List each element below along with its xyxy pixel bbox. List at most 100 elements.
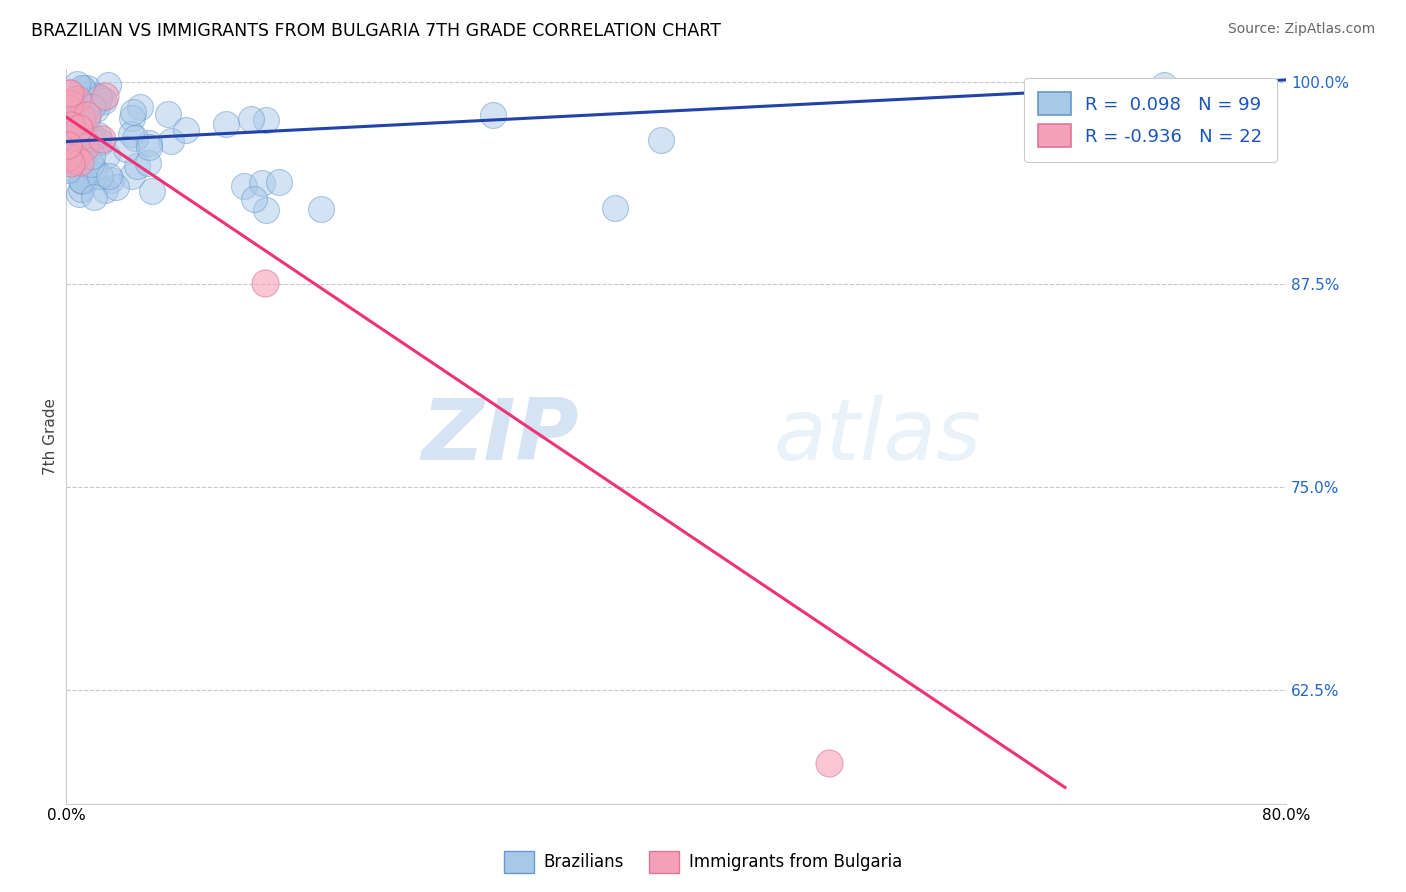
Text: Source: ZipAtlas.com: Source: ZipAtlas.com [1227, 22, 1375, 37]
Point [122, 105, 145, 120]
Point [86, 88, 108, 103]
Point [59, 96, 82, 111]
Point [72, 137, 94, 152]
Point [482, 108, 505, 122]
Point [89, 91, 111, 105]
Point [70, 173, 93, 187]
Point [83, 190, 105, 204]
Point [66, 95, 89, 110]
Point [75, 173, 97, 187]
Point [62, 134, 84, 148]
Point [60, 119, 83, 133]
Point [72, 80, 94, 95]
Point [138, 140, 160, 154]
Point [59, 97, 82, 112]
Point [100, 172, 122, 186]
Point [76, 108, 98, 122]
Point [105, 180, 128, 194]
Point [650, 133, 672, 147]
Point [72, 105, 94, 120]
Point [253, 276, 276, 290]
Point [65, 78, 87, 92]
Point [80, 100, 103, 114]
Legend: R =  0.098   N = 99, R = -0.936   N = 22: R = 0.098 N = 99, R = -0.936 N = 22 [1024, 78, 1277, 161]
Point [233, 178, 256, 193]
Point [73, 156, 96, 170]
Point [59, 86, 82, 100]
Point [86, 133, 108, 147]
Point [87, 128, 110, 142]
Point [58, 87, 80, 101]
Point [93, 184, 115, 198]
Point [76, 81, 98, 95]
Point [174, 123, 197, 137]
Point [215, 117, 238, 131]
Point [67, 95, 90, 109]
Point [77, 87, 100, 102]
Point [67, 120, 90, 135]
Point [97, 78, 120, 93]
Point [121, 169, 143, 184]
Point [120, 127, 142, 141]
Point [114, 142, 136, 156]
Point [62, 141, 84, 155]
Point [138, 136, 160, 150]
Point [250, 176, 273, 190]
Point [240, 112, 263, 127]
Point [73, 171, 96, 186]
Point [72, 140, 94, 154]
Point [56, 150, 79, 164]
Point [62, 153, 84, 168]
Point [76, 93, 98, 107]
Point [58, 123, 80, 137]
Point [243, 192, 266, 206]
Point [58, 151, 80, 165]
Point [72, 129, 94, 144]
Point [96, 147, 118, 161]
Point [156, 106, 179, 120]
Point [80, 128, 103, 143]
Point [605, 201, 627, 215]
Point [63, 136, 86, 150]
Point [254, 203, 277, 218]
Y-axis label: 7th Grade: 7th Grade [44, 398, 58, 475]
Point [79, 139, 101, 153]
Text: BRAZILIAN VS IMMIGRANTS FROM BULGARIA 7TH GRADE CORRELATION CHART: BRAZILIAN VS IMMIGRANTS FROM BULGARIA 7T… [31, 22, 721, 40]
Legend: Brazilians, Immigrants from Bulgaria: Brazilians, Immigrants from Bulgaria [496, 845, 910, 880]
Point [72, 110, 94, 124]
Point [91, 132, 114, 146]
Point [58, 161, 80, 176]
Point [160, 135, 183, 149]
Point [70, 173, 93, 187]
Point [73, 139, 96, 153]
Point [1153, 78, 1175, 92]
Point [90, 92, 112, 106]
Point [67, 106, 90, 120]
Point [83, 161, 105, 176]
Point [56, 162, 79, 177]
Point [75, 103, 97, 118]
Point [58, 153, 80, 167]
Text: ZIP: ZIP [420, 394, 579, 477]
Point [127, 159, 149, 173]
Point [70, 81, 93, 95]
Point [60, 155, 83, 169]
Point [89, 169, 111, 183]
Point [136, 156, 159, 170]
Point [76, 113, 98, 128]
Point [80, 149, 103, 163]
Point [97, 169, 120, 184]
Point [124, 131, 146, 145]
Point [73, 97, 96, 112]
Point [56, 97, 79, 112]
Point [80, 157, 103, 171]
Point [56, 101, 79, 115]
Point [84, 102, 107, 116]
Point [254, 112, 277, 127]
Point [56, 137, 79, 152]
Point [267, 175, 290, 189]
Point [121, 112, 143, 126]
Point [70, 182, 93, 196]
Point [141, 184, 163, 198]
Point [94, 88, 117, 103]
